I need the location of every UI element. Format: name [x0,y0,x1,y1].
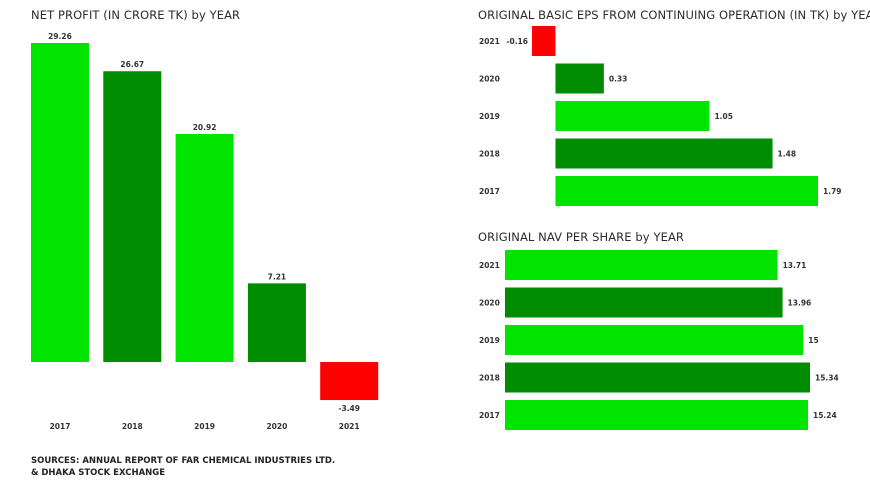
x-tick-label: 2021 [339,422,360,431]
data-label: 15 [808,336,818,345]
eps-chart: 2021 -0.16 2020 0.33 2019 1.05 2018 1.48 2017 1.7… [479,26,842,206]
data-label: 26.67 [120,60,144,69]
bar [175,133,234,362]
data-label: 15.34 [815,374,839,383]
y-tick-label: 2019 [479,112,500,121]
data-label: 7.21 [268,272,287,281]
x-tick-label: 2017 [50,422,71,431]
source-line-1: SOURCES: ANNUAL REPORT OF FAR CHEMICAL I… [31,456,336,466]
bar [555,138,773,169]
bar [505,325,804,355]
data-label: 29.26 [48,32,72,41]
bar [532,26,556,56]
y-tick-label: 2017 [479,187,500,196]
data-label: -0.16 [506,37,528,46]
y-tick-label: 2019 [479,336,500,345]
bar [320,362,379,401]
y-tick-label: 2021 [479,37,500,46]
source-line-2: & DHAKA STOCK EXCHANGE [31,468,166,478]
data-label: 1.48 [778,150,797,159]
data-label: 1.79 [823,187,842,196]
bar [505,287,783,318]
y-tick-label: 2020 [479,75,500,84]
bar [505,400,809,430]
data-label: 13.71 [783,261,807,270]
y-tick-label: 2018 [479,150,500,159]
bar [555,176,818,206]
bar [103,71,162,362]
nav-per-share-chart: 2021 13.71 2020 13.96 2019 15 2018 15.34 2017 15.… [479,250,839,430]
y-tick-label: 2020 [479,299,500,308]
nav-chart-title: ORIGINAL NAV PER SHARE by YEAR [478,230,685,244]
bar [505,250,778,280]
data-label: 13.96 [788,299,812,308]
bar [555,63,604,94]
net-profit-chart: 29.26 2017 26.67 2018 20.92 2019 7.21 2020 -3.49… [31,32,379,431]
y-tick-label: 2017 [479,411,500,420]
data-label: 15.24 [813,411,837,420]
bar [247,283,306,362]
data-label: 0.33 [609,75,628,84]
x-tick-label: 2019 [194,422,215,431]
bar [505,362,810,393]
y-tick-label: 2021 [479,261,500,270]
source-note: SOURCES: ANNUAL REPORT OF FAR CHEMICAL I… [31,455,335,479]
x-tick-label: 2020 [266,422,287,431]
data-label: 1.05 [714,112,733,121]
data-label: -3.49 [338,404,360,413]
net-profit-chart-title: NET PROFIT (IN CRORE TK) by YEAR [31,8,241,22]
bar [31,43,89,362]
y-tick-label: 2018 [479,374,500,383]
bar [555,101,710,131]
eps-chart-title: ORIGINAL BASIC EPS FROM CONTINUING OPERA… [478,8,870,22]
x-tick-label: 2018 [122,422,143,431]
data-label: 20.92 [193,123,217,132]
